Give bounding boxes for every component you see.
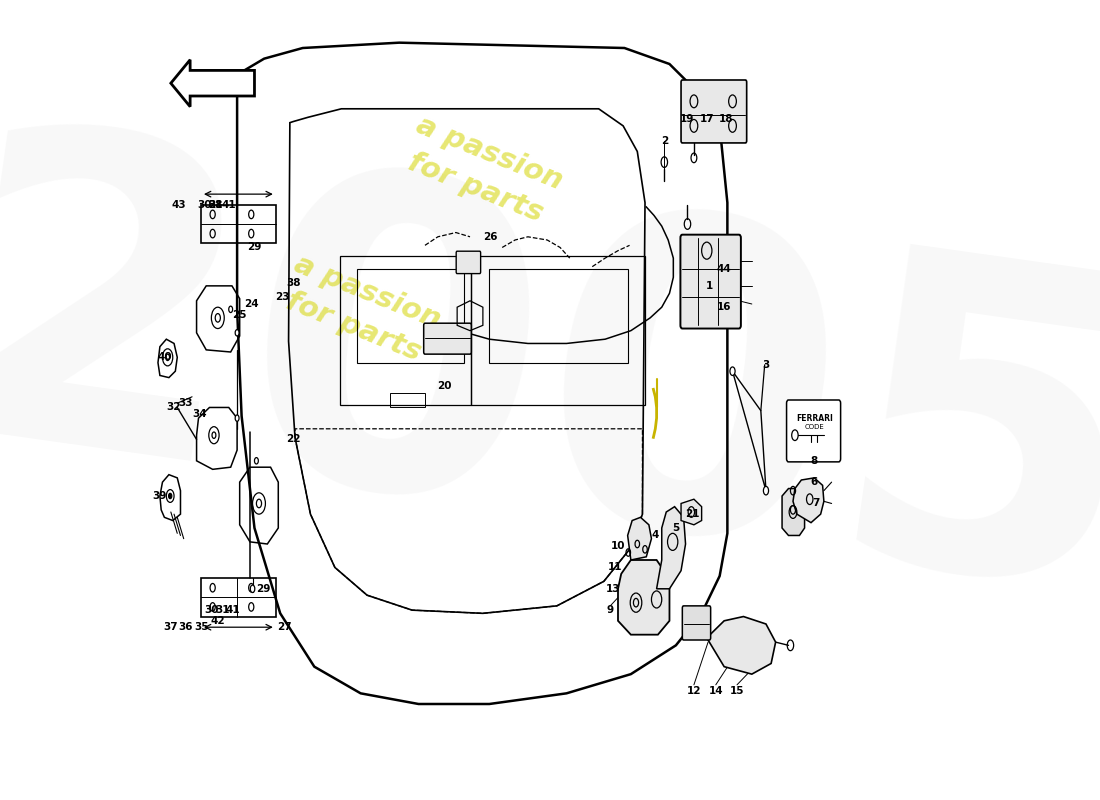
Text: 22: 22 [286,434,300,445]
Text: 23: 23 [275,291,289,302]
Circle shape [229,306,232,313]
Text: 34: 34 [192,409,207,419]
Text: 4: 4 [651,530,659,541]
Text: 25: 25 [232,310,246,320]
Text: 6: 6 [811,477,818,487]
Text: 37: 37 [163,622,177,632]
Text: CODE: CODE [805,424,825,430]
Text: FERRARI: FERRARI [796,414,834,422]
Text: 2: 2 [661,136,668,146]
Text: 1: 1 [706,281,713,291]
Text: 10: 10 [610,541,625,551]
Text: a passion
for parts: a passion for parts [276,250,446,369]
Circle shape [235,330,239,336]
Text: 16: 16 [717,302,732,312]
Text: 8: 8 [811,456,818,466]
FancyBboxPatch shape [456,251,481,274]
Text: 35: 35 [194,622,208,632]
Text: 13: 13 [606,584,620,594]
Text: 9: 9 [607,605,614,615]
Text: 27: 27 [277,622,292,632]
Polygon shape [681,499,702,525]
Text: 41: 41 [226,605,241,615]
Text: 24: 24 [244,299,258,309]
Text: 30: 30 [198,200,212,210]
Polygon shape [707,617,776,674]
Text: 18: 18 [718,114,734,125]
Text: 36: 36 [178,622,192,632]
Circle shape [763,486,769,495]
Text: 5: 5 [672,523,680,533]
Circle shape [168,494,172,498]
Text: 31: 31 [209,200,223,210]
Text: 39: 39 [153,491,167,501]
Polygon shape [657,506,685,589]
Text: 11: 11 [607,562,621,573]
Text: 21: 21 [684,509,700,519]
Text: 42: 42 [210,616,225,626]
Text: 38: 38 [286,278,300,288]
Polygon shape [170,60,254,106]
Polygon shape [793,478,824,522]
Circle shape [251,585,255,593]
FancyBboxPatch shape [681,234,741,329]
Text: a passion
for parts: a passion for parts [398,111,568,230]
Text: 12: 12 [686,686,701,696]
Text: 30: 30 [205,605,219,615]
FancyBboxPatch shape [682,606,711,640]
Text: 26: 26 [483,232,498,242]
Text: 2005: 2005 [0,104,1100,685]
Text: 43: 43 [172,200,187,210]
Circle shape [254,458,258,464]
Text: 29: 29 [255,584,270,594]
Text: 31: 31 [216,605,230,615]
Circle shape [730,367,735,375]
Text: 33: 33 [178,398,192,408]
Text: 29: 29 [248,242,262,253]
Text: 7: 7 [813,498,820,509]
Polygon shape [628,518,651,560]
Polygon shape [618,560,670,634]
Text: 41: 41 [221,200,236,210]
FancyBboxPatch shape [786,400,840,462]
Text: 32: 32 [167,402,182,413]
Text: 3: 3 [762,360,770,370]
Text: 28: 28 [209,200,223,210]
Text: 15: 15 [729,686,745,696]
Text: 19: 19 [680,114,695,125]
Text: 17: 17 [700,114,714,125]
Text: 14: 14 [708,686,723,696]
Circle shape [235,415,239,422]
FancyBboxPatch shape [681,80,747,143]
Text: 44: 44 [717,264,732,274]
FancyBboxPatch shape [424,323,471,354]
Text: 40: 40 [157,352,172,362]
Text: 20: 20 [437,381,451,391]
Polygon shape [782,489,804,535]
